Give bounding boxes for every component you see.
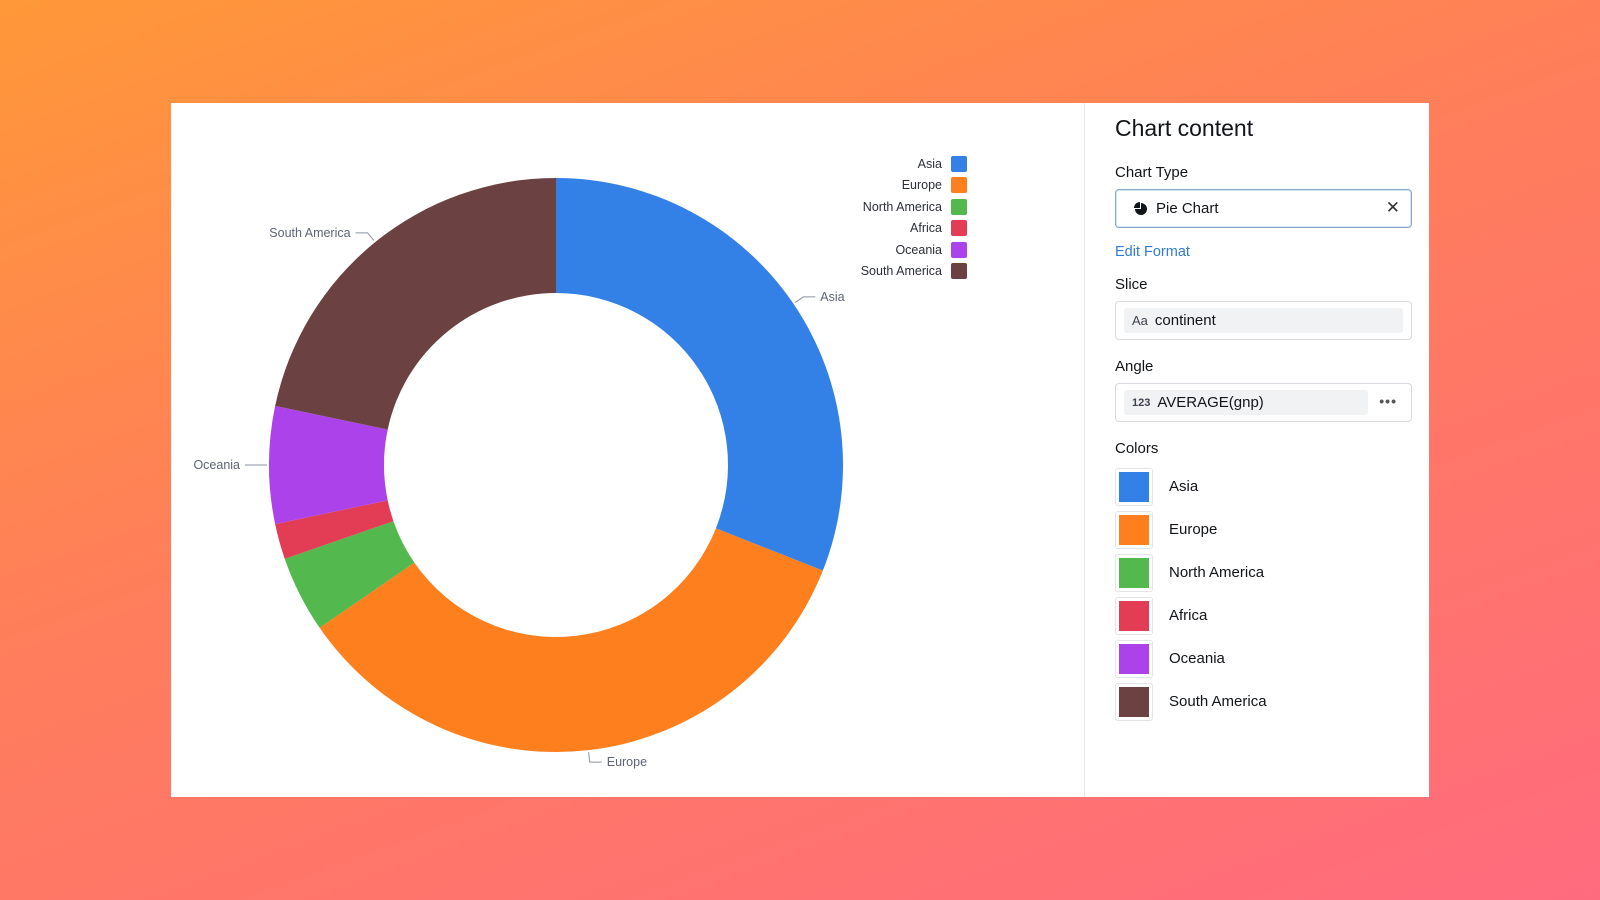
legend-item: Europe xyxy=(861,175,967,197)
color-label: North America xyxy=(1169,564,1265,581)
donut-slice[interactable] xyxy=(284,521,415,628)
slice-label: Oceania xyxy=(193,458,240,472)
legend-swatch xyxy=(951,241,967,258)
clear-icon[interactable]: ✕ xyxy=(1385,198,1400,217)
leader-line xyxy=(794,296,816,303)
color-swatch xyxy=(1119,643,1149,674)
legend-swatch xyxy=(951,220,967,237)
color-swatch xyxy=(1119,471,1149,502)
pie-chart-icon xyxy=(1134,201,1147,215)
angle-value: AVERAGE(gnp) xyxy=(1157,394,1264,411)
donut-slice[interactable] xyxy=(275,178,556,430)
legend-swatch xyxy=(951,177,967,194)
chart-legend: Asia Europe North America Africa Oceania Sout… xyxy=(861,153,967,282)
colors-label: Colors xyxy=(1115,440,1159,457)
color-picker-button[interactable] xyxy=(1115,510,1153,549)
legend-label: Africa xyxy=(910,221,942,236)
color-swatch xyxy=(1119,686,1149,717)
slice-field[interactable]: Aa continent xyxy=(1115,301,1412,340)
color-swatch xyxy=(1119,514,1149,545)
number-type-icon: 123 xyxy=(1132,396,1151,409)
legend-item: North America xyxy=(861,196,967,218)
legend-swatch xyxy=(951,263,967,280)
chart-editor-card: Asia Europe Oceania South America Asia Europ… xyxy=(171,103,1429,797)
chart-content-panel: Chart content Chart Type Pie Chart ✕ Edi… xyxy=(1085,103,1429,797)
more-options-icon[interactable]: ••• xyxy=(1379,393,1397,409)
legend-item: Oceania xyxy=(861,239,967,261)
color-swatch xyxy=(1119,600,1149,631)
leader-line xyxy=(588,752,602,763)
color-label: Oceania xyxy=(1169,650,1225,667)
legend-item: Africa xyxy=(861,218,967,240)
legend-label: Oceania xyxy=(895,242,942,257)
color-swatch xyxy=(1119,557,1149,588)
color-row: Europe xyxy=(1115,508,1413,551)
legend-label: North America xyxy=(862,199,942,214)
legend-item: South America xyxy=(861,261,967,283)
leader-line xyxy=(355,232,375,241)
chart-type-select[interactable]: Pie Chart ✕ xyxy=(1115,189,1412,228)
chart-type-label: Chart Type xyxy=(1115,164,1189,181)
legend-label: South America xyxy=(860,264,942,279)
legend-item: Asia xyxy=(861,153,967,175)
edit-format-link[interactable]: Edit Format xyxy=(1115,244,1190,260)
slice-label: South America xyxy=(269,226,350,240)
donut-slice[interactable] xyxy=(319,528,823,753)
panel-title: Chart content xyxy=(1115,115,1254,141)
color-label: Asia xyxy=(1169,478,1199,495)
color-row: Africa xyxy=(1115,594,1413,637)
angle-field[interactable]: 123 AVERAGE(gnp) ••• xyxy=(1115,383,1412,422)
legend-label: Europe xyxy=(901,178,942,193)
chart-type-value: Pie Chart xyxy=(1156,200,1219,217)
text-type-icon: Aa xyxy=(1132,313,1148,328)
donut-slice[interactable] xyxy=(269,405,388,525)
color-row: North America xyxy=(1115,551,1413,594)
angle-pill[interactable]: 123 AVERAGE(gnp) xyxy=(1124,390,1368,415)
donut-slice[interactable] xyxy=(275,500,394,559)
slice-label: Europe xyxy=(607,755,647,769)
donut-chart: Asia Europe Oceania South America xyxy=(193,178,845,769)
legend-label: Asia xyxy=(917,156,942,171)
color-label: South America xyxy=(1169,693,1267,710)
color-picker-button[interactable] xyxy=(1115,639,1153,678)
color-row: Oceania xyxy=(1115,637,1413,680)
colors-list: Asia Europe North America Africa Oceania Sout… xyxy=(1115,465,1413,723)
slice-value: continent xyxy=(1154,312,1216,329)
chart-canvas: Asia Europe Oceania South America Asia Europ… xyxy=(171,103,1085,797)
color-picker-button[interactable] xyxy=(1115,682,1153,721)
legend-swatch xyxy=(951,198,967,215)
color-picker-button[interactable] xyxy=(1115,553,1153,592)
legend-swatch xyxy=(951,155,967,172)
slice-label: Asia xyxy=(820,290,844,304)
color-row: South America xyxy=(1115,680,1413,723)
slice-pill[interactable]: Aa continent xyxy=(1124,308,1403,333)
color-row: Asia xyxy=(1115,465,1413,508)
color-label: Africa xyxy=(1169,607,1208,624)
slice-label: Slice xyxy=(1115,276,1148,293)
angle-label: Angle xyxy=(1115,358,1154,375)
donut-slice[interactable] xyxy=(556,178,843,571)
color-label: Europe xyxy=(1169,521,1218,538)
color-picker-button[interactable] xyxy=(1115,596,1153,635)
color-picker-button[interactable] xyxy=(1115,467,1153,506)
